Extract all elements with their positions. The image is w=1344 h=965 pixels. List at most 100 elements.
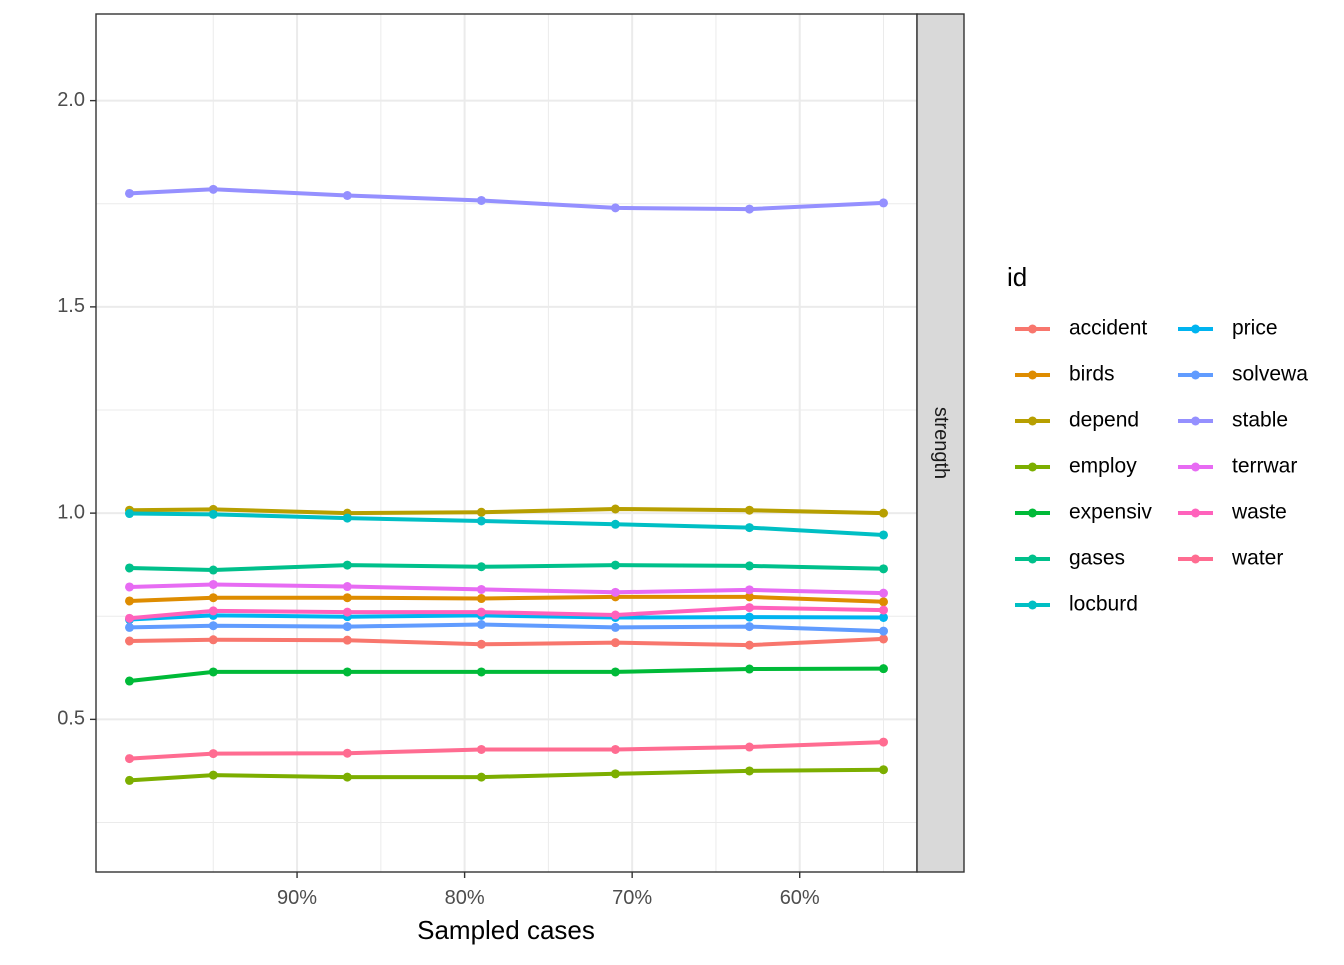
data-point-locburd: [342, 513, 352, 523]
data-point-water: [125, 754, 135, 764]
data-point-terrwar: [342, 582, 352, 592]
series-expensiv: [125, 664, 888, 686]
legend-key-point: [1191, 554, 1200, 564]
data-point-employ: [744, 766, 754, 776]
strip-label: strength: [930, 407, 952, 479]
data-point-water: [208, 749, 218, 759]
data-point-employ: [342, 772, 352, 782]
legend-label: waste: [1231, 501, 1287, 524]
data-point-waste: [208, 606, 218, 616]
data-point-water: [744, 742, 754, 752]
series-gases: [125, 560, 888, 575]
legend-key-point: [1191, 462, 1200, 472]
data-point-birds: [744, 592, 754, 602]
data-point-stable: [610, 203, 620, 213]
legend-key-point: [1191, 416, 1200, 426]
legend-label: depend: [1069, 409, 1139, 432]
data-point-water: [342, 748, 352, 758]
data-point-expensiv: [342, 667, 352, 677]
data-point-depend: [878, 508, 888, 518]
legend-key-point: [1191, 324, 1200, 334]
series-waste: [125, 603, 888, 623]
y-tick-label: 1.0: [57, 501, 85, 523]
data-point-terrwar: [476, 584, 486, 594]
data-point-employ: [878, 765, 888, 775]
legend-item-birds: birds: [1015, 363, 1115, 386]
legend: id accident birds depend employ expensiv gase…: [1007, 262, 1308, 616]
legend-item-stable: stable: [1178, 409, 1288, 432]
data-point-accident: [125, 636, 135, 646]
data-point-water: [610, 744, 620, 754]
data-point-expensiv: [744, 664, 754, 674]
data-point-waste: [878, 605, 888, 615]
data-point-gases: [208, 565, 218, 575]
data-point-stable: [208, 184, 218, 194]
data-point-water: [878, 737, 888, 747]
legend-item-price: price: [1178, 317, 1278, 340]
legend-item-gases: gases: [1015, 547, 1125, 570]
series-locburd: [125, 509, 888, 540]
data-point-locburd: [125, 509, 135, 519]
series-water: [125, 737, 888, 764]
legend-key-point: [1028, 370, 1037, 380]
data-point-accident: [476, 639, 486, 649]
data-point-terrwar: [610, 587, 620, 597]
data-point-gases: [744, 561, 754, 571]
data-point-expensiv: [878, 664, 888, 674]
data-point-expensiv: [476, 667, 486, 677]
data-point-terrwar: [878, 588, 888, 598]
facet-strip: strength: [916, 13, 965, 873]
data-point-stable: [342, 191, 352, 200]
x-tick-label: 70%: [612, 887, 652, 909]
data-point-accident: [342, 635, 352, 645]
data-point-locburd: [878, 530, 888, 540]
data-point-gases: [878, 564, 888, 574]
legend-key-point: [1191, 508, 1200, 518]
legend-item-waste: waste: [1178, 501, 1287, 524]
data-point-solvewa: [476, 620, 486, 629]
series-accident: [125, 634, 888, 650]
data-point-gases: [610, 560, 620, 570]
legend-label: gases: [1069, 547, 1125, 570]
data-point-locburd: [744, 523, 754, 533]
x-axis-title: Sampled cases: [417, 915, 595, 945]
legend-label: locburd: [1069, 593, 1138, 616]
data-point-stable: [878, 198, 888, 208]
data-point-gases: [476, 562, 486, 572]
x-tick-label: 60%: [780, 887, 820, 909]
axes: 0.5 1.0 1.5 2.0 90% 80% 70% 60%: [57, 89, 820, 909]
data-point-expensiv: [208, 667, 218, 677]
data-point-solvewa: [342, 622, 352, 632]
legend-item-accident: accident: [1015, 317, 1147, 340]
data-point-price: [744, 612, 754, 622]
strip-background: [916, 13, 965, 873]
legend-label: terrwar: [1232, 455, 1297, 478]
data-point-solvewa: [208, 621, 218, 631]
legend-item-employ: employ: [1015, 455, 1137, 478]
series-employ: [125, 765, 888, 785]
data-point-solvewa: [744, 622, 754, 632]
data-point-birds: [878, 597, 888, 607]
data-point-locburd: [610, 519, 620, 529]
data-point-employ: [125, 775, 135, 785]
legend-label: expensiv: [1069, 501, 1152, 524]
data-point-water: [476, 744, 486, 754]
data-point-locburd: [476, 516, 486, 526]
data-point-depend: [476, 507, 486, 517]
legend-label: birds: [1069, 363, 1115, 386]
data-point-solvewa: [610, 622, 620, 632]
series-stable: [125, 184, 888, 214]
series-solvewa: [125, 620, 888, 636]
data-point-gases: [342, 560, 352, 570]
x-tick-label: 80%: [445, 887, 485, 909]
data-point-depend: [610, 504, 620, 514]
data-point-expensiv: [610, 667, 620, 677]
legend-key-point: [1028, 324, 1037, 334]
legend-label: stable: [1232, 409, 1288, 432]
legend-key-point: [1028, 416, 1037, 426]
data-point-accident: [610, 638, 620, 648]
legend-label: solvewa: [1232, 363, 1308, 386]
legend-item-expensiv: expensiv: [1015, 501, 1152, 524]
